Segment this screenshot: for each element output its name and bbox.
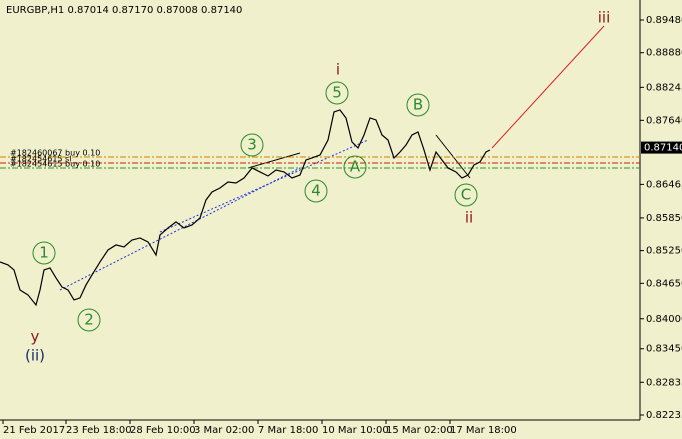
wave-label: 3 bbox=[247, 136, 257, 154]
x-tick-label: 3 Mar 02:00 bbox=[194, 425, 254, 436]
wave-label: 4 bbox=[311, 182, 321, 200]
wave-circle bbox=[343, 155, 367, 179]
wave-label: (ii) bbox=[25, 347, 45, 365]
y-tick-label: 0.86465 bbox=[646, 179, 682, 190]
price-tag bbox=[641, 141, 682, 154]
wave-label: i bbox=[336, 61, 340, 79]
price-line bbox=[0, 109, 491, 307]
trendline bbox=[247, 152, 301, 169]
x-tick-label: 21 Feb 2017 bbox=[3, 425, 65, 436]
wave-circle bbox=[454, 183, 478, 207]
wave-label: B bbox=[413, 96, 423, 114]
wave-label: 1 bbox=[39, 244, 49, 262]
wave-circle bbox=[32, 241, 56, 265]
y-tick-label: 0.82835 bbox=[646, 377, 682, 388]
order-label: #182454615 sl bbox=[10, 154, 71, 163]
wave-circle bbox=[325, 81, 349, 105]
x-tick-label: 10 Mar 10:00 bbox=[322, 425, 389, 436]
price-tag-label: 0.87140 bbox=[644, 143, 682, 154]
wave-circle bbox=[77, 308, 101, 332]
y-tick-label: 0.82235 bbox=[646, 410, 682, 421]
wave-circle bbox=[304, 179, 328, 203]
order-label: #182454615 buy 0.10 bbox=[10, 159, 100, 168]
wave-label: 2 bbox=[84, 311, 94, 329]
projection-line bbox=[491, 25, 605, 149]
wave-label: 5 bbox=[332, 84, 342, 102]
y-tick-label: 0.88245 bbox=[646, 82, 682, 93]
chart-title: EURGBP,H1 0.87014 0.87170 0.87008 0.8714… bbox=[6, 5, 242, 16]
x-tick-label: 28 Feb 10:00 bbox=[130, 425, 196, 436]
wave-label: iii bbox=[598, 9, 611, 27]
trendline bbox=[159, 139, 369, 233]
x-tick-label: 23 Feb 18:00 bbox=[66, 425, 132, 436]
wave-label: y bbox=[31, 328, 40, 346]
wave-label: A bbox=[350, 158, 361, 176]
wave-label: C bbox=[461, 186, 471, 204]
x-tick-label: 7 Mar 18:00 bbox=[258, 425, 318, 436]
x-tick-label: 17 Mar 18:00 bbox=[450, 425, 517, 436]
wave-label: ii bbox=[465, 209, 473, 227]
wave-circle bbox=[406, 93, 430, 117]
wave-circle bbox=[240, 133, 264, 157]
order-label: #182460067 buy 0.10 bbox=[10, 148, 100, 157]
trendline bbox=[59, 167, 301, 291]
x-tick-label: 15 Mar 02:00 bbox=[386, 425, 453, 436]
